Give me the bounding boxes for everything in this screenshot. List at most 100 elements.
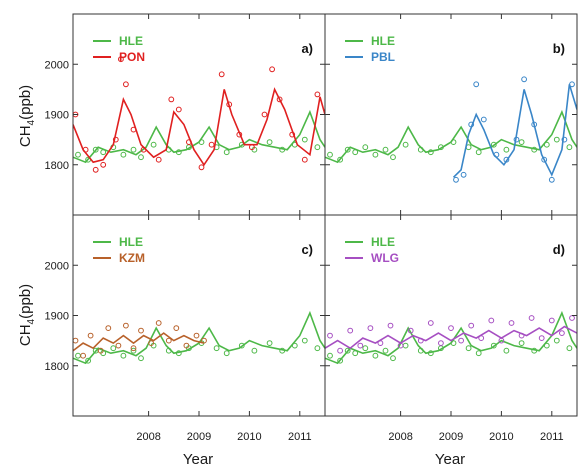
data-point-hle [223, 149, 230, 156]
data-point-wlg [498, 337, 505, 344]
panel-label: d) [553, 242, 565, 257]
data-point-wlg [337, 347, 344, 354]
y-tick-label: 1900 [45, 311, 69, 323]
data-point-wlg [528, 315, 535, 321]
legend-label-hle: HLE [119, 34, 143, 48]
data-point-hle [120, 352, 127, 359]
data-point-hle [543, 141, 550, 148]
data-point-hle [427, 149, 434, 156]
data-point-hle [198, 139, 205, 146]
data-point-pon [269, 66, 276, 73]
data-point-hle [301, 337, 308, 344]
data-point-kzm [105, 325, 112, 332]
data-point-kzm [130, 345, 137, 352]
data-point-wlg [367, 325, 374, 332]
panel-label: c) [301, 242, 313, 257]
data-point-hle [165, 347, 172, 354]
series-line-hle [73, 109, 325, 164]
series-line-pbl [452, 84, 577, 178]
x-axis-title-left: Year [183, 451, 213, 468]
data-point-kzm [201, 337, 207, 344]
data-point-pon [155, 156, 162, 163]
data-point-hle [110, 345, 117, 352]
data-point-pon [198, 164, 205, 171]
data-point-wlg [478, 335, 485, 342]
data-point-wlg [377, 340, 384, 347]
data-point-pon [236, 131, 243, 138]
data-point-wlg [468, 322, 475, 329]
data-point-hle [138, 154, 144, 161]
data-point-hle [238, 342, 245, 349]
data-point-hle [382, 146, 389, 153]
data-point-hle [150, 141, 157, 148]
data-point-kzm [115, 342, 122, 349]
data-point-pon [218, 71, 225, 78]
data-point-kzm [123, 322, 129, 329]
x-tick-label: 2008 [136, 431, 160, 443]
data-point-wlg [387, 322, 394, 329]
data-point-hle [450, 340, 457, 347]
legend-label-pbl: PBL [371, 50, 395, 64]
data-point-hle [566, 144, 573, 151]
data-point-pbl [513, 136, 520, 143]
legend-label-pon: PON [119, 50, 145, 64]
data-point-hle [314, 345, 321, 352]
data-point-hle [475, 350, 482, 357]
data-point-hle [175, 149, 182, 156]
data-point-hle [337, 156, 344, 163]
data-point-hle [566, 345, 573, 352]
data-point-pbl [531, 121, 538, 128]
data-point-wlg [518, 332, 525, 339]
data-point-pon [175, 106, 182, 113]
series-line-kzm [73, 332, 205, 352]
data-point-wlg [438, 340, 444, 347]
data-point-hle [344, 347, 351, 354]
legend-label-wlg: WLG [371, 251, 399, 265]
data-point-hle [327, 352, 333, 359]
data-point-hle [503, 146, 510, 153]
data-point-hle [465, 345, 472, 352]
y-axis-title-top: CH4(ppb) [17, 85, 37, 147]
data-point-hle [438, 144, 444, 151]
data-point-hle [450, 139, 457, 146]
y-tick-label: 1900 [45, 110, 69, 122]
data-point-hle [130, 146, 137, 153]
data-point-pon [92, 166, 99, 173]
y-tick-label: 1800 [45, 160, 69, 172]
data-point-pon [140, 146, 147, 153]
ylabel-sub: 4 [26, 119, 37, 125]
panel-d: 2008 2009 2010 2011 HLE WLG d) [324, 214, 578, 443]
legend-label-hle: HLE [371, 235, 395, 249]
data-point-hle [352, 350, 359, 357]
legend-label-hle: HLE [371, 34, 395, 48]
data-point-hle [553, 337, 560, 344]
data-point-pon [301, 156, 308, 163]
ylabel-main: CH [17, 125, 34, 147]
data-point-hle [372, 352, 379, 359]
data-point-hle [427, 350, 434, 357]
y-axis-title-bottom: CH4(ppb) [17, 284, 37, 346]
ylabel-sub: 4 [26, 318, 37, 324]
panel-a: 1800 1900 2000 HLE PON a) [45, 13, 326, 216]
data-point-pbl [480, 116, 487, 123]
data-point-pon [261, 111, 268, 118]
data-point-pbl [521, 76, 527, 83]
data-point-hle [518, 340, 525, 347]
data-point-wlg [347, 327, 354, 334]
data-point-hle [362, 144, 369, 151]
x-tick-label: 2010 [489, 431, 513, 443]
legend-label-hle: HLE [119, 235, 143, 249]
y-tick-label: 1800 [45, 361, 69, 373]
data-point-hle [503, 347, 510, 354]
data-point-hle [543, 342, 550, 349]
data-point-hle [138, 355, 144, 362]
data-point-hle [553, 136, 560, 143]
data-point-pon [112, 136, 119, 143]
data-point-kzm [165, 337, 172, 344]
data-point-kzm [155, 320, 162, 326]
data-point-pon [314, 91, 321, 98]
data-point-hle [402, 141, 409, 148]
series-line-hle [325, 109, 577, 164]
data-point-wlg [417, 337, 424, 344]
data-point-hle [344, 146, 351, 153]
